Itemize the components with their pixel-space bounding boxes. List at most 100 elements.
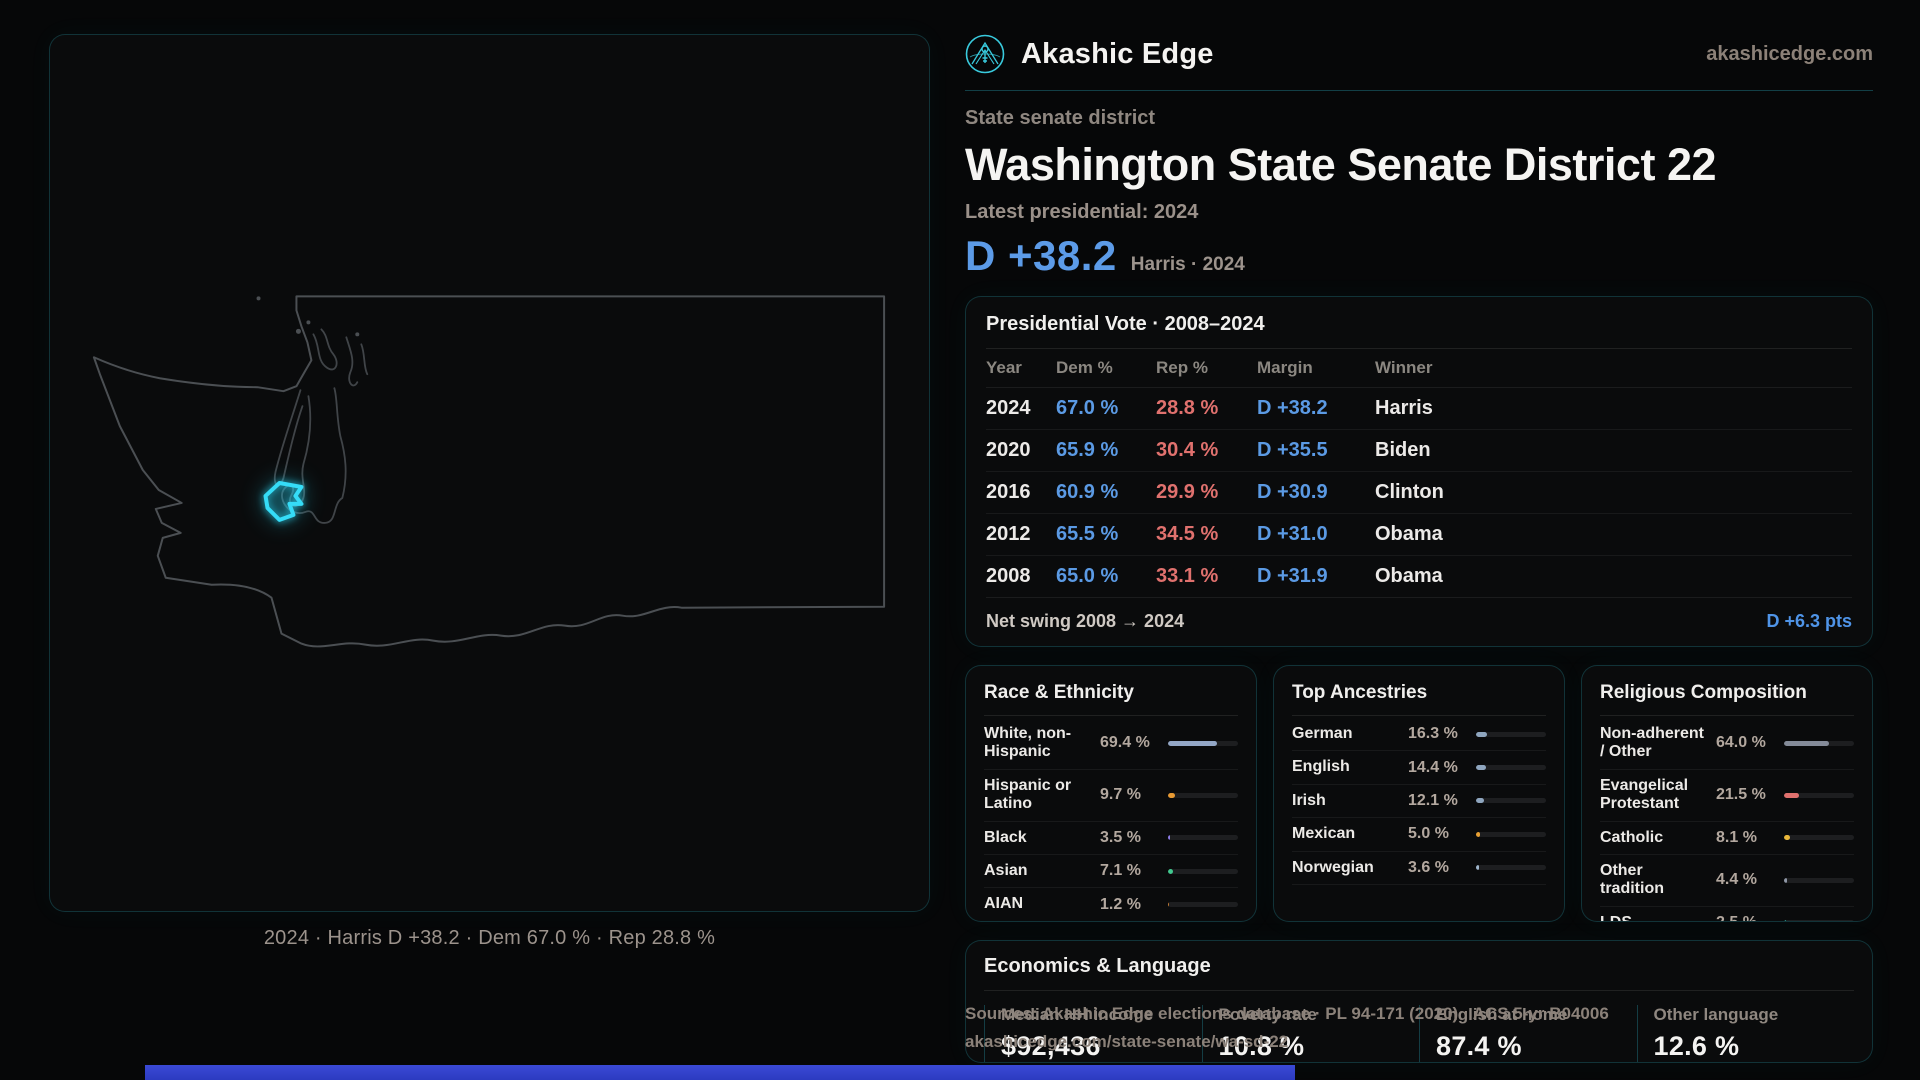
brand-header: Akashic Edge akashicedge.com	[965, 30, 1873, 78]
cell-margin: D +38.2	[1257, 397, 1328, 419]
stat-label: Non-adherent / Other	[1600, 725, 1704, 761]
panel-divider	[1292, 715, 1546, 716]
stat-bar	[1784, 740, 1854, 746]
stat-bar	[1476, 765, 1546, 771]
stat-label: Mexican	[1292, 825, 1356, 843]
report-column: Akashic Edge akashicedge.com State senat…	[965, 30, 1873, 1063]
cell-rep-pct: 33.1 %	[1156, 565, 1219, 587]
island-dot	[295, 328, 301, 334]
stat-bar	[1476, 865, 1546, 871]
washington-state-map	[92, 295, 886, 648]
stat-bar-fill	[1784, 740, 1829, 746]
panel-divider	[984, 715, 1238, 716]
stat-bar-fill	[1168, 868, 1173, 874]
bottom-scrollbar-thumb[interactable]	[145, 1065, 1295, 1080]
cell-year: 2020	[986, 439, 1031, 461]
latest-presidential-label: Latest presidential: 2024	[965, 201, 1199, 223]
stat-bar	[1784, 835, 1854, 841]
cell-rep-pct: 30.4 %	[1156, 439, 1219, 461]
presidential-vote-title: Presidential Vote · 2008–2024	[986, 313, 1265, 335]
economic-stat: Median HH income $92,436	[984, 1005, 1202, 1062]
stat-value: 14.4 %	[1408, 758, 1458, 776]
cell-year: 2024	[986, 397, 1031, 419]
panel-divider	[984, 990, 1854, 991]
stat-row: Evangelical Protestant 21.5 %	[1600, 770, 1854, 822]
stat-value: 4.4 %	[1716, 871, 1757, 889]
stat-label: White, non-Hispanic	[984, 725, 1072, 761]
headline-margin-value: D +38.2	[965, 232, 1117, 279]
stat-row: Other tradition 4.4 %	[1600, 855, 1854, 907]
headline-margin-row: D +38.2 Harris · 2024	[965, 232, 1873, 280]
religious-composition-panel: Religious Composition Non-adherent / Oth…	[1581, 665, 1873, 922]
stat-row: Asian 7.1 %	[984, 855, 1238, 889]
island-dot	[256, 296, 261, 301]
cell-rep-pct: 28.8 %	[1156, 397, 1219, 419]
stat-value: 10.8 %	[1218, 1031, 1305, 1061]
stat-label: Other tradition	[1600, 861, 1664, 898]
stat-row: AIAN 1.2 %	[984, 888, 1238, 921]
stat-value: 3.6 %	[1408, 858, 1449, 876]
cell-winner: Clinton	[1375, 481, 1444, 503]
stat-label: Norwegian	[1292, 858, 1374, 876]
stat-value: 5.0 %	[1408, 825, 1449, 843]
table-column-header: Dem %	[1056, 358, 1113, 377]
economic-stat: English at home 87.4 %	[1419, 1005, 1637, 1062]
stat-value: 21.5 %	[1716, 786, 1766, 804]
stat-row: Black 3.5 %	[984, 822, 1238, 855]
economic-stat: Other language 12.6 %	[1636, 1005, 1855, 1062]
economics-stats: Median HH income $92,436 Poverty rate 10…	[984, 1005, 1854, 1062]
stat-label: German	[1292, 725, 1353, 742]
race-ethnicity-title: Race & Ethnicity	[984, 682, 1134, 703]
stat-value: 2.5 %	[1716, 914, 1776, 921]
presidential-vote-panel: Presidential Vote · 2008–2024 Year Dem % R…	[965, 296, 1873, 647]
stat-bar	[1784, 920, 1854, 921]
panel-divider	[1600, 715, 1854, 716]
brand-domain-link[interactable]: akashicedge.com	[1706, 42, 1873, 65]
stat-bar	[1168, 792, 1238, 798]
sources-line: Sources: Akashic Edge elections database…	[965, 1004, 1609, 1023]
table-row: 2008 65.0 % 33.1 % D +31.9 Obama	[986, 556, 1852, 598]
cell-rep-pct: 34.5 %	[1156, 523, 1219, 545]
religious-composition-title: Religious Composition	[1600, 682, 1807, 703]
table-body: 2024 67.0 % 28.8 % D +38.2 Harris 2020 6…	[986, 388, 1852, 598]
district-22-highlight[interactable]	[263, 480, 304, 522]
stat-bar	[1476, 831, 1546, 837]
stat-bar-fill	[1476, 865, 1479, 871]
header-divider	[965, 90, 1873, 91]
stat-bar	[1476, 798, 1546, 804]
cell-year: 2016	[986, 481, 1031, 503]
stat-row: Irish 12.1 %	[1292, 785, 1546, 819]
race-ethnicity-list: White, non-Hispanic 69.4 % Hispanic or L…	[984, 718, 1238, 921]
stat-label: Poverty rate	[1218, 1005, 1317, 1024]
permalink[interactable]: akashicedge.com/state-senate/wa-sd-22	[965, 1032, 1289, 1052]
source-footer: Sources: Akashic Edge elections database…	[965, 1000, 1873, 1056]
stat-label: Evangelical Protestant	[1600, 776, 1689, 813]
cell-margin: D +31.9	[1257, 565, 1328, 587]
table-column-header: Rep %	[1156, 358, 1208, 377]
headline-margin-context: Harris · 2024	[1130, 254, 1245, 275]
kicker-label: State senate district	[965, 107, 1156, 129]
economic-stat: Poverty rate 10.8 %	[1201, 1005, 1420, 1062]
stat-value: 16.3 %	[1408, 725, 1458, 743]
cell-year: 2008	[986, 565, 1031, 587]
panel-divider	[986, 348, 1852, 349]
stat-row: Mexican 5.0 %	[1292, 818, 1546, 852]
map-caption: 2024 · Harris D +38.2 · Dem 67.0 % · Rep…	[263, 927, 716, 949]
cell-margin: D +31.0	[1257, 523, 1328, 545]
cell-dem-pct: 67.0 %	[1056, 397, 1119, 419]
stat-row: LDS 2.5 %	[1600, 907, 1854, 921]
stat-bar	[1168, 868, 1238, 874]
top-ancestries-list: German 16.3 % English 14.4 %	[1292, 718, 1546, 885]
net-swing-row: Net swing 2008 → 2024 D +6.3 pts	[986, 598, 1852, 632]
net-swing-label: Net swing 2008 → 2024	[986, 611, 1185, 631]
cell-margin: D +35.5	[1257, 439, 1328, 461]
stat-row: Hispanic or Latino 9.7 %	[984, 770, 1238, 822]
stat-bar-fill	[1784, 792, 1800, 798]
table-row: 2024 67.0 % 28.8 % D +38.2 Harris	[986, 388, 1852, 430]
stat-value: 9.7 %	[1100, 786, 1141, 804]
stat-label: Black	[984, 828, 1027, 846]
top-ancestries-title: Top Ancestries	[1292, 682, 1428, 703]
stat-value: $92,436	[1001, 1031, 1101, 1061]
stat-bar-fill	[1168, 740, 1217, 746]
economics-language-title: Economics & Language	[984, 955, 1211, 977]
